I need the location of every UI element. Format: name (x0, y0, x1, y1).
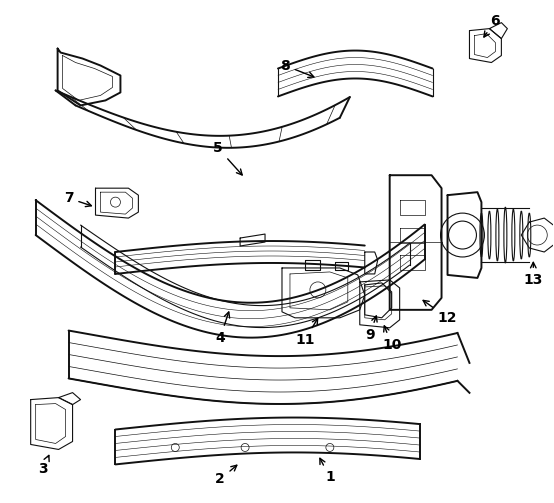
Text: 12: 12 (423, 300, 457, 325)
Text: 3: 3 (38, 455, 49, 476)
Text: 7: 7 (64, 191, 91, 207)
Text: 5: 5 (213, 141, 242, 175)
Text: 13: 13 (524, 263, 543, 287)
Text: 10: 10 (382, 326, 401, 352)
Text: 2: 2 (216, 465, 237, 486)
Text: 1: 1 (320, 458, 335, 484)
Text: 8: 8 (280, 58, 314, 77)
Text: 11: 11 (295, 318, 317, 347)
Text: 6: 6 (484, 14, 500, 37)
Text: 4: 4 (216, 312, 230, 345)
Text: 9: 9 (365, 316, 377, 342)
